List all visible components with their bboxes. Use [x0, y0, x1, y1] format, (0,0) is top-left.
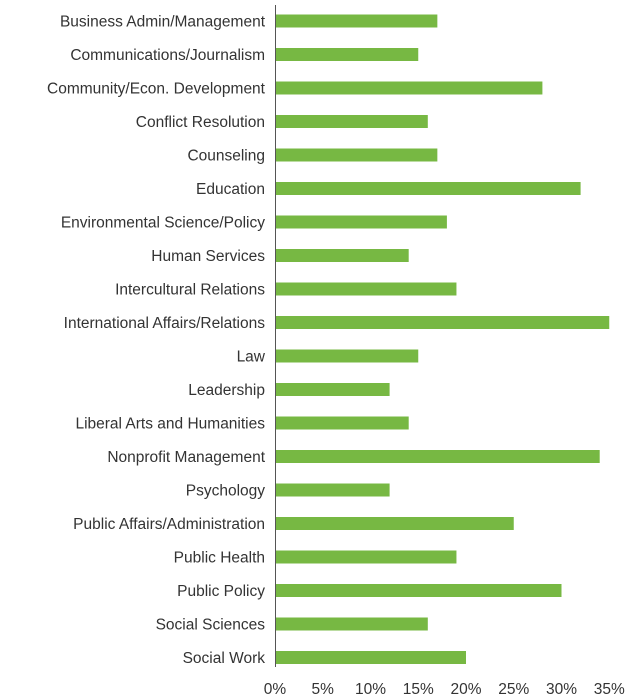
- bar: [275, 450, 600, 463]
- category-labels: Business Admin/Management Communications/…: [47, 14, 266, 668]
- x-tick-label: 25%: [498, 681, 529, 698]
- category-label: Business Admin/Management: [60, 14, 266, 31]
- category-label: Public Health: [174, 550, 265, 567]
- x-tick-label: 10%: [355, 681, 386, 698]
- bars-group: [275, 14, 610, 664]
- category-label: Liberal Arts and Humanities: [75, 416, 265, 433]
- category-label: Nonprofit Management: [107, 449, 265, 466]
- bar: [275, 182, 581, 195]
- category-label: Public Affairs/Administration: [73, 516, 265, 533]
- bar: [275, 148, 438, 162]
- bar: [275, 483, 390, 497]
- category-label: Community/Econ. Development: [47, 81, 266, 98]
- x-tick-label: 30%: [546, 681, 577, 698]
- bar: [275, 215, 447, 229]
- category-label: Law: [237, 349, 266, 366]
- bar: [275, 651, 466, 664]
- bar: [275, 81, 543, 95]
- category-label: Environmental Science/Policy: [61, 215, 265, 232]
- x-tick-label: 0%: [264, 681, 287, 698]
- x-tick-label: 5%: [312, 681, 335, 698]
- category-label: Public Policy: [177, 583, 265, 600]
- bar: [275, 249, 409, 262]
- category-label: Education: [196, 181, 265, 198]
- category-label: Psychology: [186, 483, 266, 500]
- bar: [275, 416, 409, 430]
- bar: [275, 316, 610, 329]
- x-tick-label: 35%: [594, 681, 625, 698]
- category-label: Intercultural Relations: [115, 282, 265, 299]
- bar: [275, 517, 514, 530]
- category-label: Social Sciences: [156, 617, 266, 634]
- x-tick-label: 20%: [450, 681, 481, 698]
- category-label: Social Work: [183, 650, 266, 667]
- category-label: Leadership: [188, 382, 265, 399]
- category-label: Communications/Journalism: [70, 47, 265, 64]
- bar: [275, 14, 438, 28]
- bar: [275, 584, 562, 597]
- category-label: Human Services: [151, 248, 265, 265]
- bar: [275, 383, 390, 396]
- category-label: Conflict Resolution: [136, 114, 265, 131]
- bar: [275, 550, 457, 564]
- category-label: Counseling: [187, 148, 265, 165]
- bar: [275, 115, 428, 128]
- bar: [275, 282, 457, 296]
- category-label: International Affairs/Relations: [64, 315, 266, 332]
- bar: [275, 349, 419, 363]
- x-tick-label: 15%: [403, 681, 434, 698]
- x-tick-labels: 0% 5% 10% 15% 20% 25% 30% 35%: [264, 681, 625, 698]
- bar: [275, 48, 419, 61]
- bar: [275, 617, 428, 631]
